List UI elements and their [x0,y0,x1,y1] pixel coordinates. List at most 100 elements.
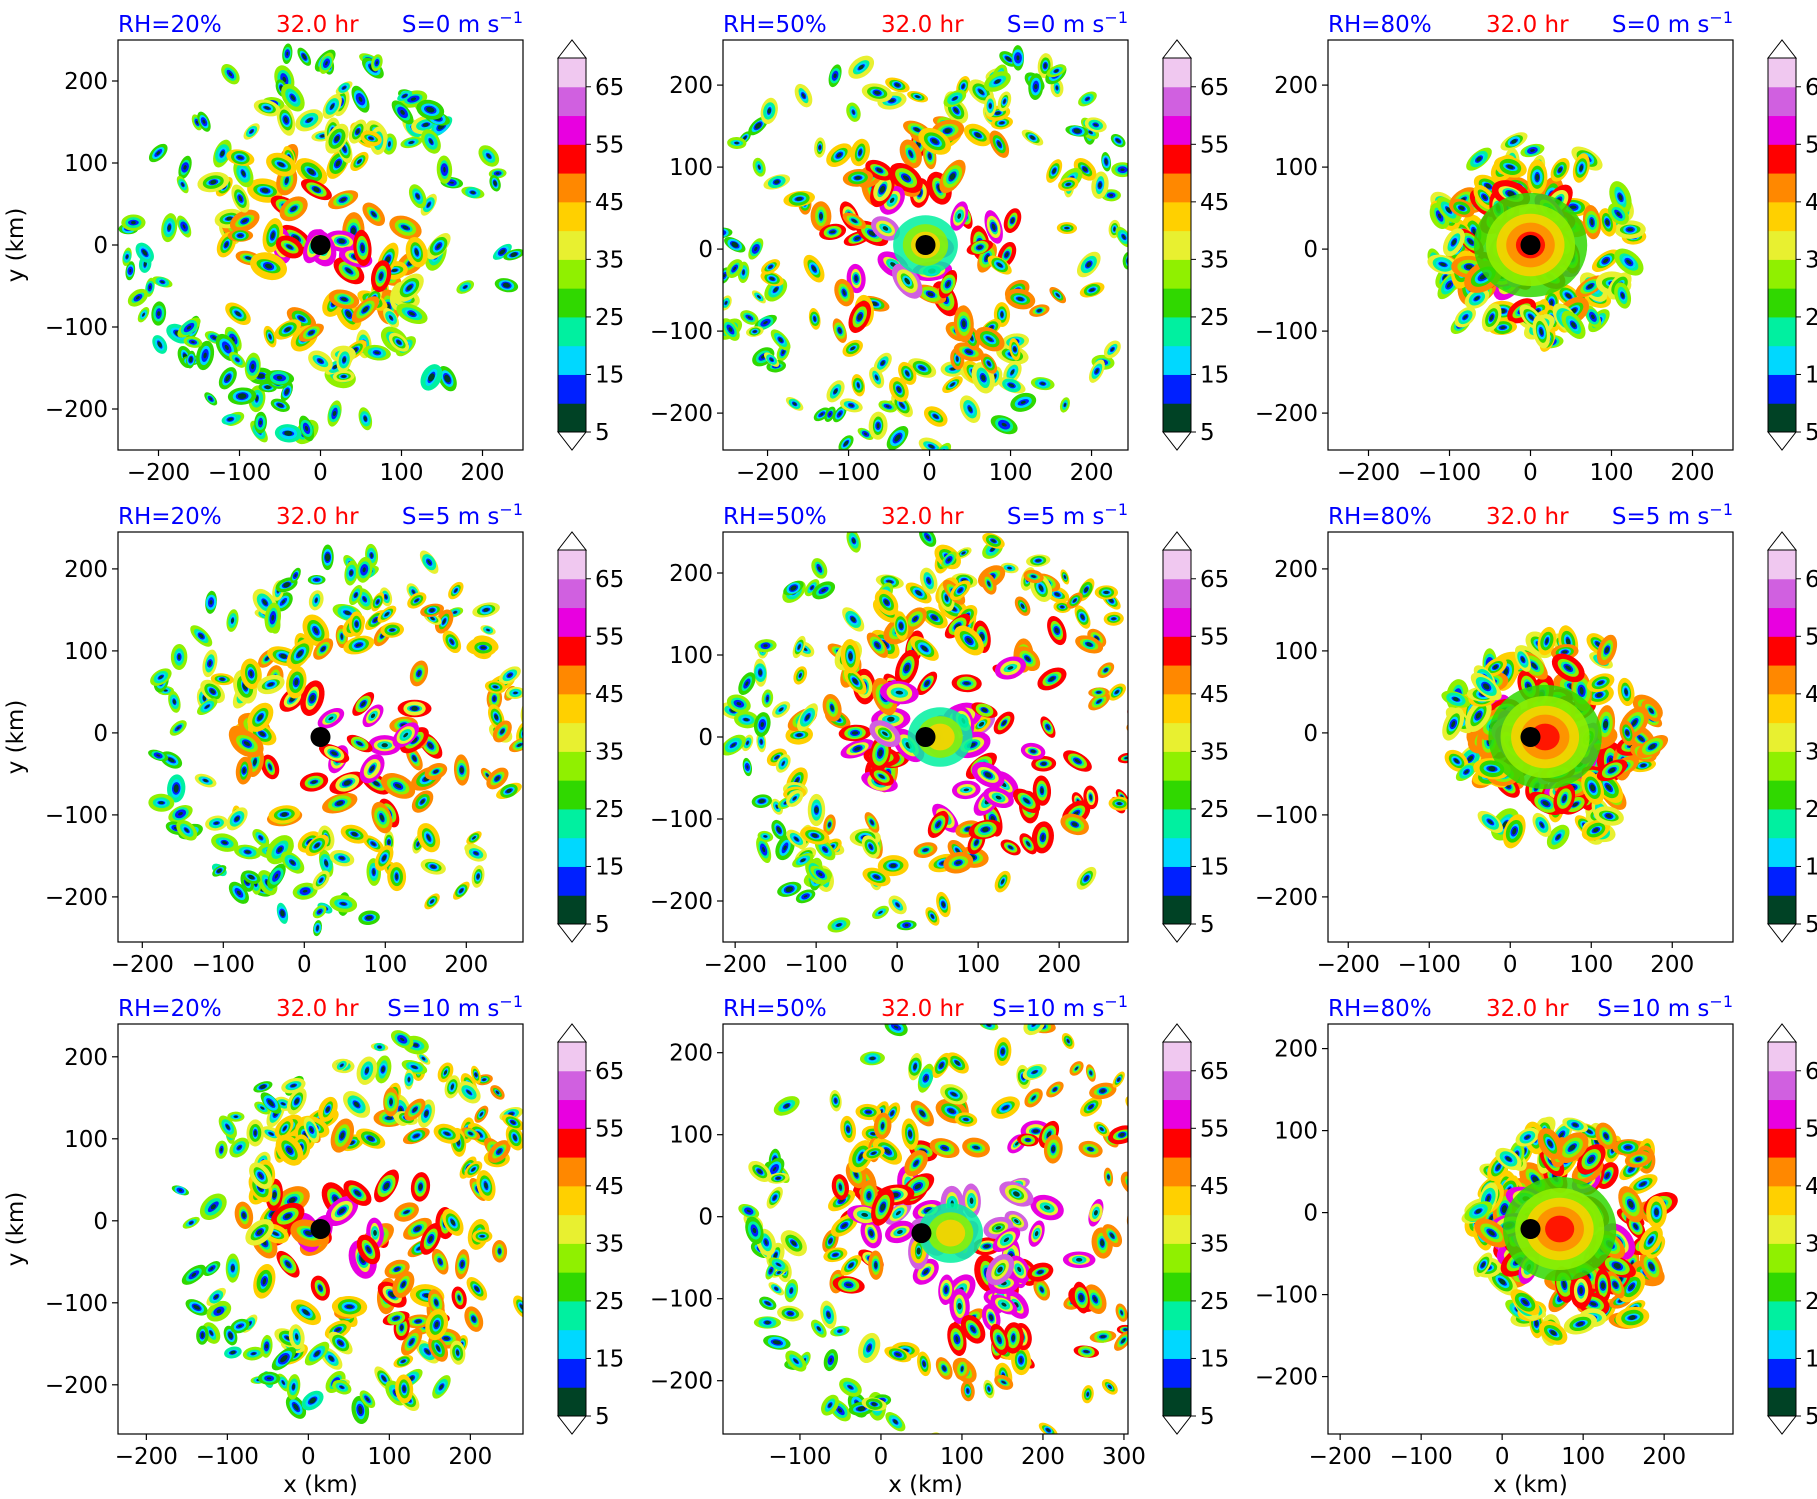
colorbar-tick-label: 35 [1200,1231,1229,1257]
colorbar-swatch [558,837,586,867]
colorbar-swatch [558,1070,586,1101]
colorbar-swatch [1768,866,1796,896]
colorbar-swatch [1768,403,1796,433]
colorbar-tick-label: 5 [1805,1404,1817,1430]
panel-f: −200 −100 0 100 200 −200 −100 0 100 200 RH=80% 32.0… [1255,500,1817,978]
colorbar-extend-min [556,431,588,451]
x-tick-label: 0 [297,952,312,978]
shear-unit-exponent: −1 [1104,500,1128,519]
axes-frame [117,1023,524,1435]
y-tick-label: 200 [64,69,108,95]
x-tick-label: 100 [1590,460,1634,486]
x-tick-label: 200 [1642,1444,1686,1470]
colorbar-swatch [558,403,586,433]
colorbar-swatch [1163,1272,1191,1302]
colorbar-swatch [1163,259,1191,289]
x-tick-label: 200 [448,1444,492,1470]
colorbar-tick-label: 45 [1200,190,1229,216]
colorbar-swatch [558,58,586,88]
x-tick-label: 200 [1070,460,1114,486]
colorbar-swatch [1163,550,1191,580]
y-axis-label: y (km) [3,1192,29,1267]
colorbar-swatch [1768,550,1796,580]
axes-frame [1327,531,1734,943]
colorbar-swatch [1163,636,1191,666]
colorbar-swatch [1768,1157,1796,1187]
colorbar-tick-label: 55 [1200,624,1229,650]
colorbar-swatch [1768,1042,1796,1072]
colorbar-swatch [1768,607,1796,637]
colorbar-swatch [1768,1243,1796,1273]
x-tick-label: −200 [111,952,174,978]
colorbar-tick-label: 15 [595,854,624,880]
storm-center-marker [911,1223,932,1244]
reflectivity-field [1427,132,1647,352]
colorbar-swatch [1768,1272,1796,1302]
colorbar-tick-label: 65 [1200,1059,1229,1085]
storm-center-marker [1520,1219,1541,1239]
colorbar-swatch [1768,1128,1796,1158]
reflectivity-field [118,43,523,445]
x-tick-label: 100 [956,952,1000,978]
colorbar-tick-label: 45 [1805,682,1817,708]
colorbar-tick-label: 65 [1200,75,1229,101]
colorbar: 5 15 25 35 45 55 65 [556,39,624,451]
colorbar-extend-max [1766,531,1798,551]
x-tick-label: 0 [890,952,905,978]
colorbar-tick-label: 25 [1200,1289,1229,1315]
colorbar-swatch [1768,173,1796,203]
colorbar-swatch [1163,722,1191,752]
colorbar-swatch [1163,1329,1191,1359]
colorbar-tick-label: 5 [1200,912,1215,938]
y-tick-label: 0 [698,237,713,263]
colorbar-swatch [558,259,586,289]
colorbar-tick-label: 45 [1805,1174,1817,1200]
x-tick-label: −200 [127,460,190,486]
shear-title: S=10 m s−1 [387,992,523,1022]
colorbar: 5 15 25 35 45 55 65 [1766,39,1817,451]
y-tick-label: −200 [45,1373,108,1399]
x-tick-label: 200 [1671,460,1715,486]
colorbar-swatch [558,86,586,117]
y-tick-label: 0 [93,721,108,747]
colorbar-swatch [1163,1300,1191,1331]
colorbar-tick-label: 55 [1805,1116,1817,1142]
y-tick-label: −100 [650,1287,713,1313]
x-tick-label: −200 [115,1444,178,1470]
x-tick-label: 200 [461,460,505,486]
panel-g: −200 −100 0 100 200 −200 −100 0 100 200 y (km) x (k… [3,992,624,1498]
colorbar-swatch [1163,115,1191,145]
colorbar-tick-label: 65 [595,567,624,593]
colorbar-swatch [558,1099,586,1129]
colorbar-swatch [1163,866,1191,896]
colorbar-tick-label: 15 [1200,854,1229,880]
colorbar-swatch [1768,144,1796,174]
colorbar-swatch [1768,693,1796,724]
colorbar-swatch [1768,837,1796,867]
colorbar-swatch [1768,86,1796,117]
time-title: 32.0 hr [881,12,964,38]
y-tick-label: −200 [650,1369,713,1395]
colorbar-extend-max [556,531,588,551]
panel-c: −200 −100 0 100 200 −200 −100 0 100 200 RH=80% 32.0… [1255,8,1817,486]
colorbar-swatch [558,808,586,839]
colorbar-swatch [558,1243,586,1273]
colorbar-swatch [1768,58,1796,88]
y-tick-label: 100 [1274,1119,1318,1145]
x-tick-label: −200 [1309,1444,1372,1470]
shear-unit-exponent: −1 [1104,992,1128,1011]
colorbar-extend-min [556,923,588,943]
colorbar-tick-label: 25 [1200,797,1229,823]
colorbar-tick-label: 65 [1805,75,1817,101]
storm-center-marker [915,727,936,747]
x-tick-label: 100 [363,952,407,978]
colorbar-frame [1767,1041,1797,1417]
x-tick-label: 0 [301,1444,316,1470]
colorbar-tick-label: 15 [1805,854,1817,880]
shear-title: S=0 m s−1 [1007,8,1128,38]
colorbar-tick-label: 35 [1200,739,1229,765]
y-tick-label: −100 [45,1291,108,1317]
colorbar-extend-min [1766,923,1798,943]
y-tick-label: 0 [1303,1201,1318,1227]
